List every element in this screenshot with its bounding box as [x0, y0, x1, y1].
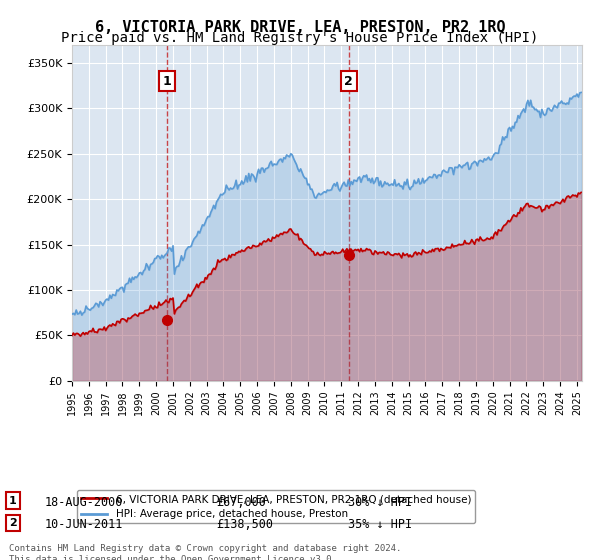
Text: Contains HM Land Registry data © Crown copyright and database right 2024.
This d: Contains HM Land Registry data © Crown c…: [9, 544, 401, 560]
Text: 1: 1: [9, 496, 17, 506]
Text: 2: 2: [9, 518, 17, 528]
Text: 18-AUG-2000: 18-AUG-2000: [45, 496, 124, 508]
Text: £67,000: £67,000: [216, 496, 266, 508]
Text: 30% ↓ HPI: 30% ↓ HPI: [348, 496, 412, 508]
Text: 2: 2: [344, 74, 353, 87]
Text: £138,500: £138,500: [216, 518, 273, 531]
Text: 1: 1: [163, 74, 171, 87]
Legend: 6, VICTORIA PARK DRIVE, LEA, PRESTON, PR2 1RQ (detached house), HPI: Average pri: 6, VICTORIA PARK DRIVE, LEA, PRESTON, PR…: [77, 490, 475, 524]
Text: 35% ↓ HPI: 35% ↓ HPI: [348, 518, 412, 531]
Text: 10-JUN-2011: 10-JUN-2011: [45, 518, 124, 531]
Text: Price paid vs. HM Land Registry's House Price Index (HPI): Price paid vs. HM Land Registry's House …: [61, 31, 539, 45]
Text: 6, VICTORIA PARK DRIVE, LEA, PRESTON, PR2 1RQ: 6, VICTORIA PARK DRIVE, LEA, PRESTON, PR…: [95, 20, 505, 35]
